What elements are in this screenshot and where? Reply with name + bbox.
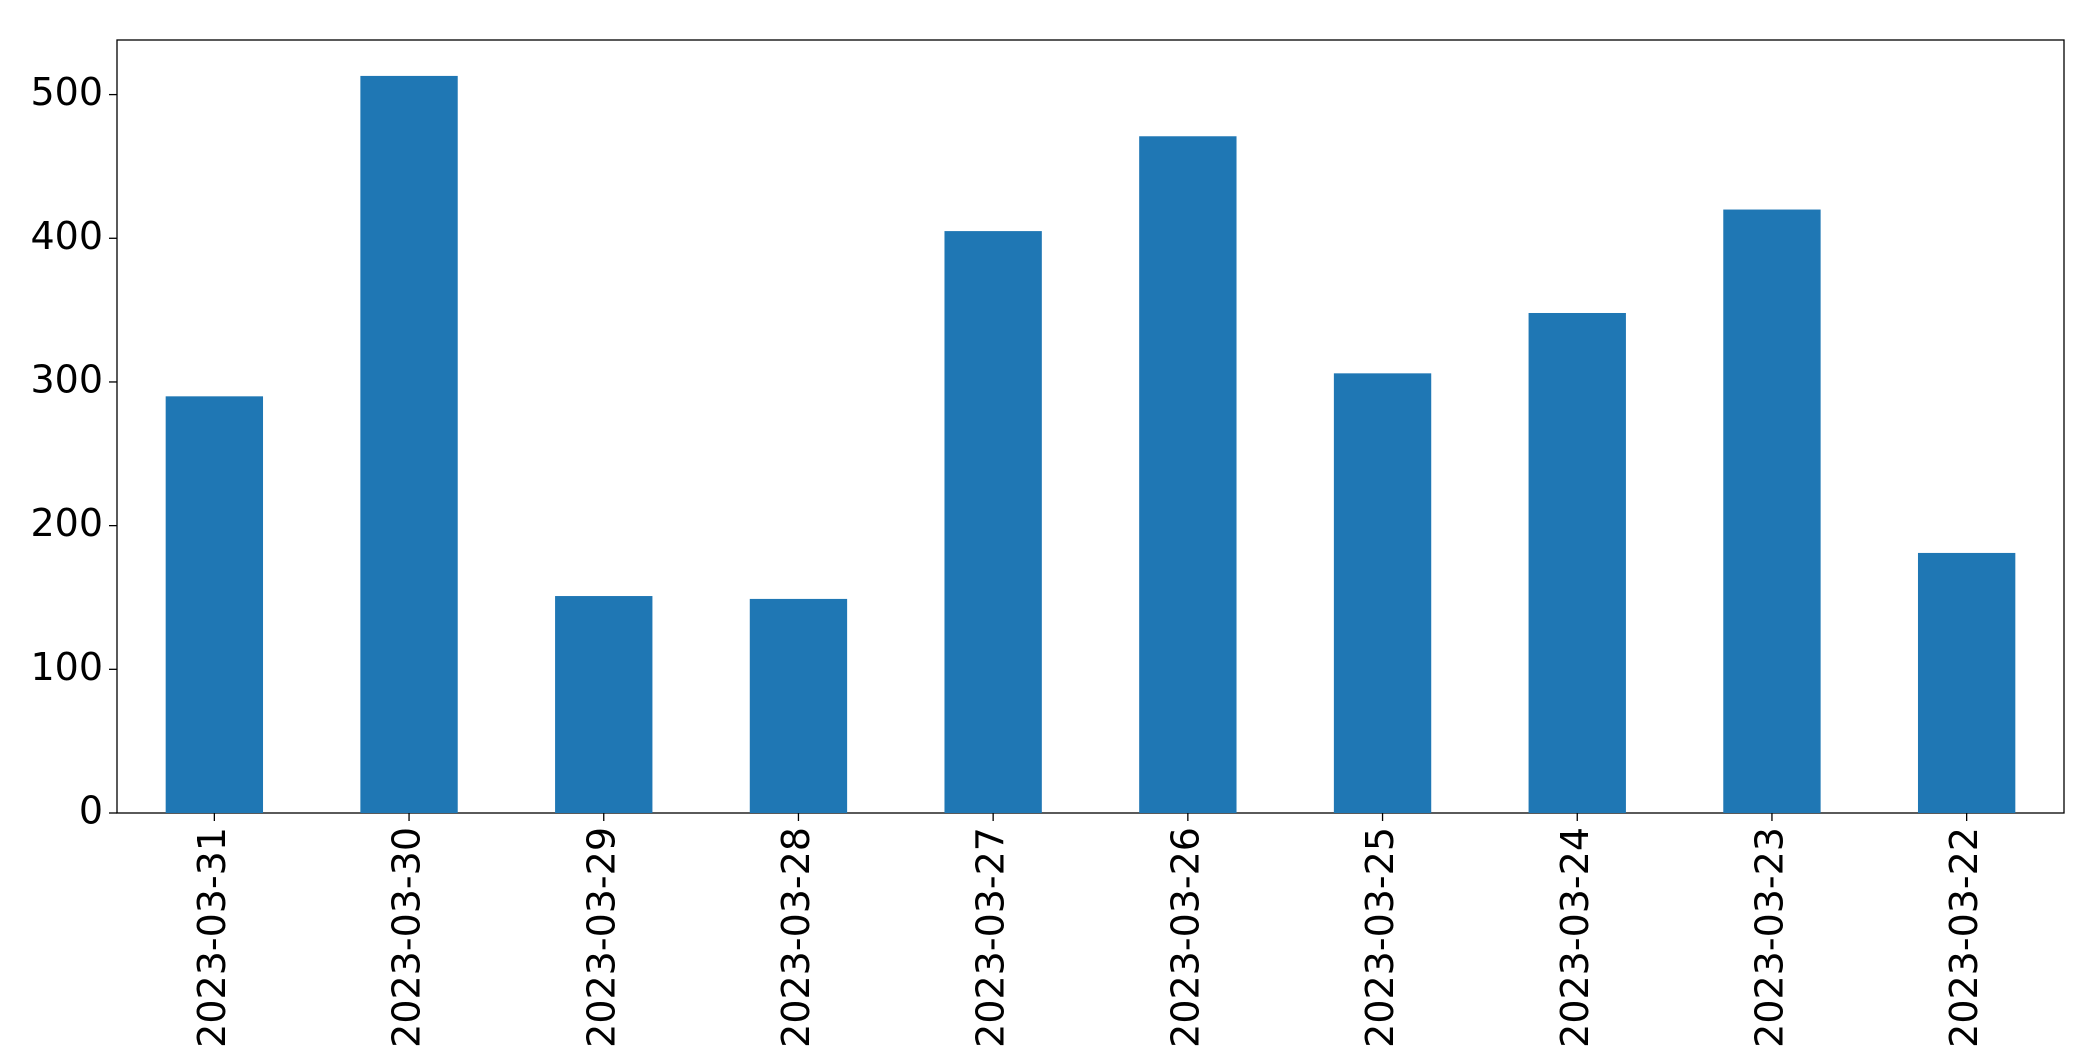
x-tick-label: 2023-03-24: [1553, 827, 1597, 1048]
y-tick-label: 500: [30, 70, 103, 114]
bar: [944, 231, 1042, 814]
y-tick-label: 400: [30, 214, 103, 258]
y-tick-label: 0: [79, 789, 103, 833]
bar: [165, 396, 264, 813]
bar: [360, 75, 458, 814]
x-tick-label: 2023-03-29: [579, 827, 623, 1048]
x-tick-label: 2023-03-28: [774, 827, 818, 1048]
bar: [1139, 136, 1237, 813]
bar: [1333, 373, 1432, 813]
x-tick-label: 2023-03-30: [385, 827, 429, 1048]
y-tick-label: 300: [30, 357, 103, 401]
bar: [1528, 312, 1626, 813]
x-tick-label: 2023-03-27: [969, 827, 1013, 1048]
bar: [749, 598, 848, 813]
x-tick-label: 2023-03-22: [1942, 827, 1986, 1048]
y-tick-label: 100: [30, 645, 103, 689]
y-tick-label: 200: [30, 501, 103, 545]
x-tick-label: 2023-03-25: [1358, 827, 1402, 1048]
bar: [555, 596, 653, 813]
bar: [1723, 209, 1821, 814]
x-tick-label: 2023-03-26: [1163, 827, 1207, 1048]
bar: [1917, 552, 2016, 813]
x-tick-label: 2023-03-23: [1747, 827, 1791, 1048]
x-tick-label: 2023-03-31: [190, 827, 234, 1048]
plot-frame: [116, 39, 2065, 814]
